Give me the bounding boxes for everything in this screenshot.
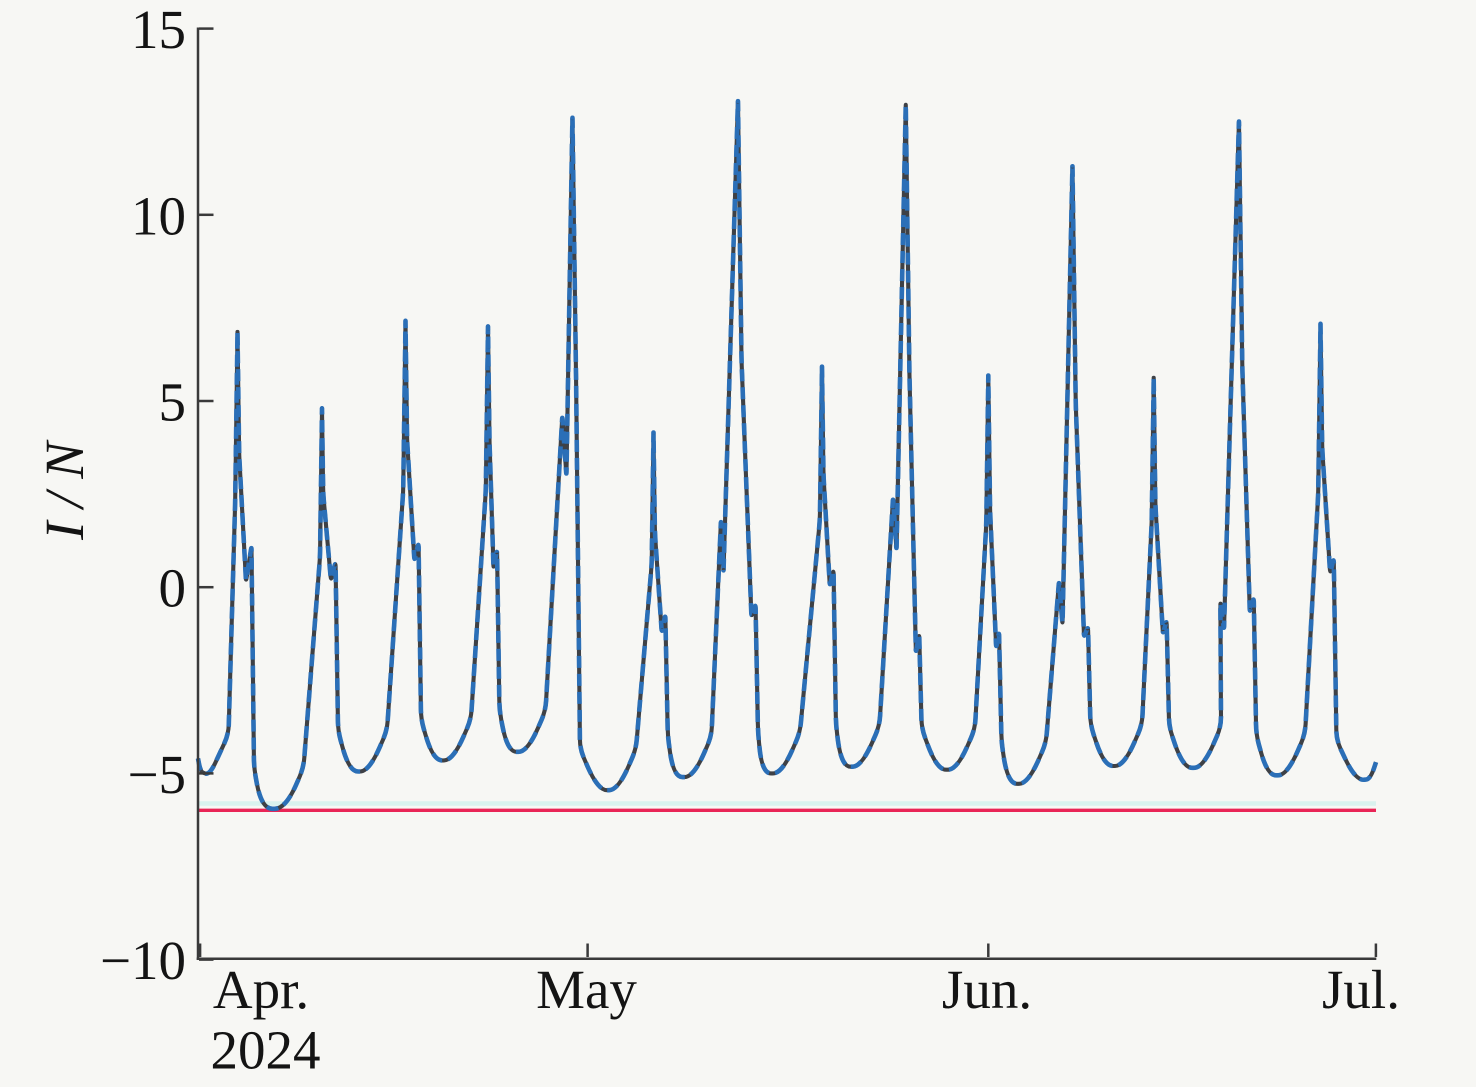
svg-text:Apr.: Apr. xyxy=(213,959,309,1020)
svg-text:5: 5 xyxy=(159,372,187,433)
svg-text:2024: 2024 xyxy=(211,1020,321,1081)
svg-text:15: 15 xyxy=(131,0,186,60)
svg-text:10: 10 xyxy=(131,185,186,246)
svg-text:Jul.: Jul. xyxy=(1322,959,1400,1020)
svg-text:I / N: I / N xyxy=(34,439,95,541)
svg-text:0: 0 xyxy=(159,558,187,619)
svg-text:−10: −10 xyxy=(100,930,186,991)
svg-text:Jun.: Jun. xyxy=(942,959,1032,1020)
svg-text:May: May xyxy=(536,959,637,1020)
svg-text:−5: −5 xyxy=(127,744,186,805)
